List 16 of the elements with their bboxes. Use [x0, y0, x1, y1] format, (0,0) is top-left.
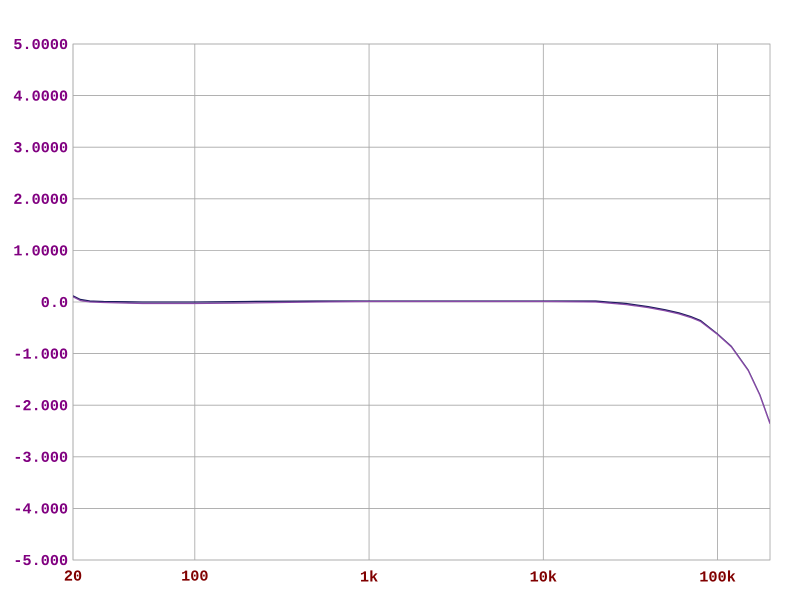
- y-tick-label: -1.000: [16, 348, 68, 359]
- y-tick-label: 2.0000: [14, 194, 68, 204]
- y-tick-label: -4.000: [16, 503, 68, 514]
- y-tick-label: -3.000: [16, 452, 68, 462]
- y-tick-label: 5.0000: [14, 38, 68, 50]
- x-tick-label: 100k: [700, 570, 736, 582]
- y-tick-label: 1.0000: [14, 245, 68, 256]
- y-tick-label: -2.000: [16, 400, 68, 410]
- x-tick-label: 1k: [360, 570, 378, 582]
- x-tick-label: 10k: [530, 570, 557, 582]
- y-tick-label: 4.0000: [14, 90, 68, 101]
- y-tick-label: -5.000: [16, 554, 68, 566]
- y-tick-label: 3.0000: [14, 142, 68, 152]
- y-tick-label: 0.0: [42, 296, 68, 308]
- x-tick-label: 20: [64, 570, 82, 581]
- x-tick-label: 100: [182, 570, 208, 581]
